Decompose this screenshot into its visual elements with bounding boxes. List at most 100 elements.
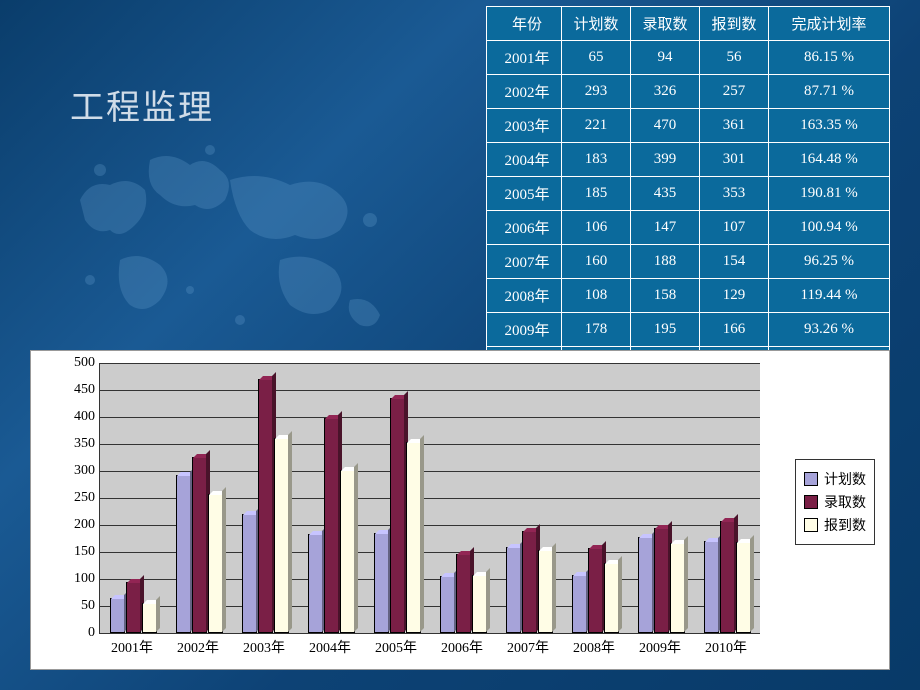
chart-xtick: 2008年: [573, 637, 615, 657]
table-cell: 96.25 %: [769, 245, 890, 279]
table-cell: 163.35 %: [769, 109, 890, 143]
table-cell: 326: [631, 75, 700, 109]
chart-bar: [522, 531, 537, 633]
chart-ytick: 300: [55, 463, 95, 479]
chart-gridline: [100, 363, 760, 364]
table-cell: 154: [700, 245, 769, 279]
table-cell: 399: [631, 143, 700, 177]
table-row: 2009年17819516693.26 %: [487, 313, 890, 347]
chart-bar: [258, 379, 273, 633]
chart-bar: [242, 514, 257, 633]
chart-bar: [654, 528, 669, 633]
chart-xtick: 2004年: [309, 637, 351, 657]
chart-bar-group: [242, 379, 289, 633]
chart-gridline: [100, 444, 760, 445]
table-cell: 2005年: [487, 177, 562, 211]
chart-bar-group: [506, 531, 553, 633]
table-row: 2004年183399301164.48 %: [487, 143, 890, 177]
table-cell: 94: [631, 41, 700, 75]
table-cell: 166: [700, 313, 769, 347]
table-header: 完成计划率: [769, 7, 890, 41]
table-cell: 107: [700, 211, 769, 245]
table-row: 2007年16018815496.25 %: [487, 245, 890, 279]
table-cell: 164.48 %: [769, 143, 890, 177]
table-header: 年份: [487, 7, 562, 41]
table-cell: 2008年: [487, 279, 562, 313]
table-row: 2003年221470361163.35 %: [487, 109, 890, 143]
chart-bar: [208, 494, 223, 633]
table-cell: 195: [631, 313, 700, 347]
chart-bar-group: [440, 554, 487, 633]
table-cell: 129: [700, 279, 769, 313]
chart-bar: [588, 548, 603, 633]
table-cell: 470: [631, 109, 700, 143]
chart-plot-area: [99, 363, 760, 634]
legend-label: 计划数: [824, 469, 866, 489]
chart-bar-group: [704, 521, 751, 633]
table-cell: 93.26 %: [769, 313, 890, 347]
table-cell: 188: [631, 245, 700, 279]
table-row: 2002年29332625787.71 %: [487, 75, 890, 109]
chart-bar: [572, 575, 587, 633]
table-row: 2001年65945686.15 %: [487, 41, 890, 75]
chart-bar: [638, 537, 653, 633]
chart-bar-group: [308, 418, 355, 633]
table-cell: 178: [562, 313, 631, 347]
chart-ytick: 0: [55, 625, 95, 641]
table-cell: 108: [562, 279, 631, 313]
table-cell: 56: [700, 41, 769, 75]
chart-xtick: 2010年: [705, 637, 747, 657]
chart-bar: [472, 575, 487, 633]
chart-ytick: 400: [55, 409, 95, 425]
chart-bar: [110, 598, 125, 633]
chart-bar-group: [374, 398, 421, 633]
table-cell: 221: [562, 109, 631, 143]
chart-bar: [340, 470, 355, 633]
chart-xtick: 2002年: [177, 637, 219, 657]
legend-label: 录取数: [824, 492, 866, 512]
chart-bar: [440, 576, 455, 633]
chart-legend: 计划数录取数报到数: [795, 459, 875, 545]
chart-bar: [670, 543, 685, 633]
table-cell: 435: [631, 177, 700, 211]
chart-gridline: [100, 390, 760, 391]
chart-ytick: 150: [55, 544, 95, 560]
table-cell: 2004年: [487, 143, 562, 177]
chart-bar-group: [638, 528, 685, 633]
chart-bar: [308, 534, 323, 633]
legend-item: 计划数: [804, 469, 866, 489]
chart-bar: [736, 542, 751, 633]
table-cell: 119.44 %: [769, 279, 890, 313]
chart-bar: [176, 475, 191, 633]
chart-bar: [456, 554, 471, 633]
table-row: 2005年185435353190.81 %: [487, 177, 890, 211]
chart-bar: [126, 582, 141, 633]
table-cell: 190.81 %: [769, 177, 890, 211]
table-cell: 2007年: [487, 245, 562, 279]
data-table: 年份计划数录取数报到数完成计划率 2001年65945686.15 %2002年…: [486, 6, 890, 381]
chart-xtick: 2001年: [111, 637, 153, 657]
legend-swatch: [804, 472, 818, 486]
table-cell: 87.71 %: [769, 75, 890, 109]
chart-bar: [390, 398, 405, 633]
legend-item: 报到数: [804, 515, 866, 535]
table-cell: 2002年: [487, 75, 562, 109]
table-header: 报到数: [700, 7, 769, 41]
table-cell: 86.15 %: [769, 41, 890, 75]
chart-bar: [324, 418, 339, 633]
table-cell: 293: [562, 75, 631, 109]
table-cell: 2003年: [487, 109, 562, 143]
table-cell: 106: [562, 211, 631, 245]
chart-xtick: 2006年: [441, 637, 483, 657]
chart-ytick: 250: [55, 490, 95, 506]
chart-bar: [704, 541, 719, 633]
legend-swatch: [804, 495, 818, 509]
legend-swatch: [804, 518, 818, 532]
chart-xtick: 2007年: [507, 637, 549, 657]
table-cell: 185: [562, 177, 631, 211]
chart-bar-group: [176, 457, 223, 633]
table-row: 2008年108158129119.44 %: [487, 279, 890, 313]
table-cell: 183: [562, 143, 631, 177]
background-world-map: [60, 120, 410, 370]
table-cell: 353: [700, 177, 769, 211]
